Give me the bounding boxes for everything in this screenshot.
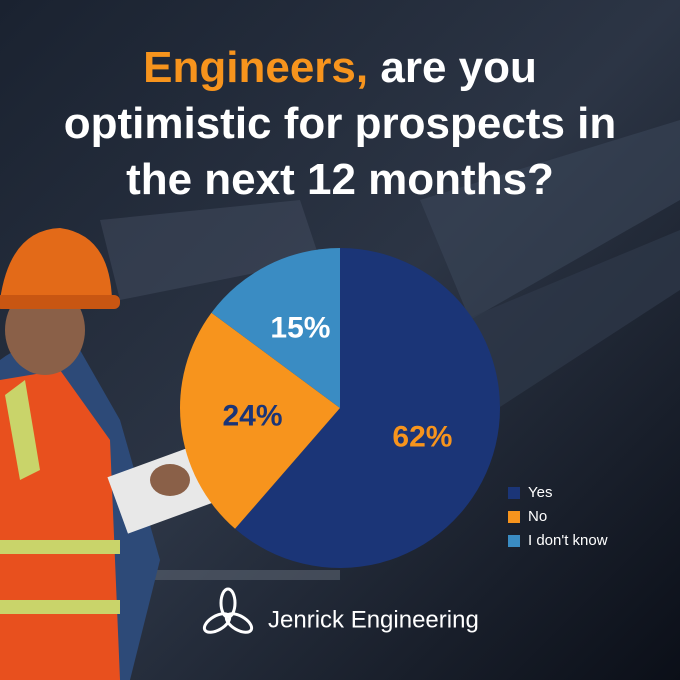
value-label: 15% — [270, 311, 330, 344]
legend-swatch — [508, 511, 520, 523]
value-label: 62% — [392, 421, 452, 454]
brand-name: Jenrick Engineering — [268, 606, 479, 633]
pie-slice — [235, 248, 501, 569]
chart-title: Engineers, are you optimistic for prospe… — [40, 40, 640, 208]
legend-label: Yes — [528, 484, 552, 501]
legend-swatch — [508, 535, 520, 547]
legend-swatch — [508, 487, 520, 499]
legend-label: I don't know — [528, 532, 608, 549]
value-label: 24% — [222, 399, 282, 432]
pie-slice — [180, 312, 340, 529]
title-highlight: Engineers, — [143, 43, 369, 92]
pie-slice — [211, 248, 340, 408]
title-text: are you optimistic for prospects in the … — [63, 43, 617, 204]
legend-label: No — [528, 508, 547, 525]
